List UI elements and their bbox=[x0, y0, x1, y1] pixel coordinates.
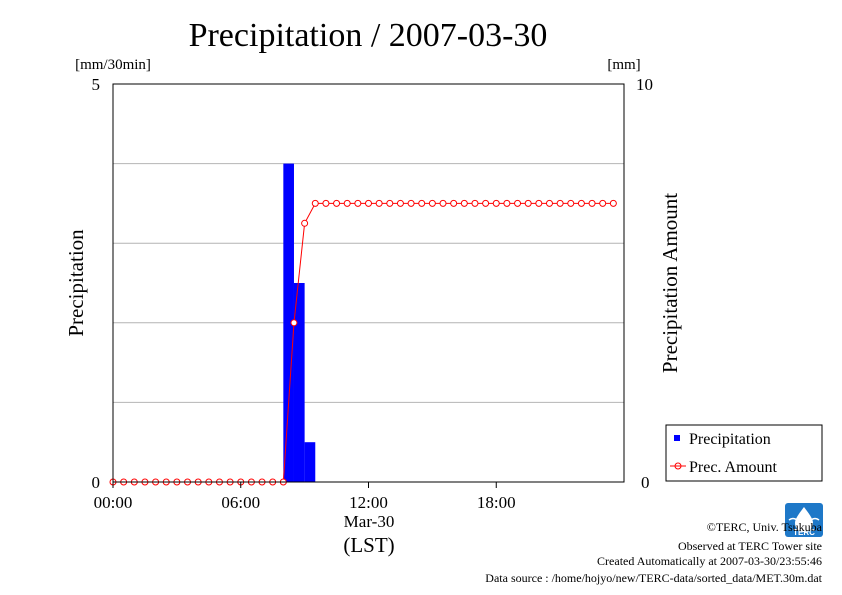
x-axis-timezone-label: (LST) bbox=[343, 533, 394, 557]
amount-point bbox=[577, 199, 585, 207]
amount-point bbox=[301, 219, 309, 227]
water-drop-icon bbox=[795, 507, 813, 532]
amount-point bbox=[343, 199, 351, 207]
y-right-tick-min: 0 bbox=[641, 473, 650, 492]
amount-point bbox=[545, 199, 553, 207]
amount-point bbox=[471, 199, 479, 207]
legend: Precipitation Prec. Amount bbox=[665, 424, 823, 482]
left-axis-unit: [mm/30min] bbox=[75, 57, 151, 73]
precipitation-bar bbox=[283, 163, 294, 482]
wave-icon bbox=[788, 517, 820, 521]
amount-point bbox=[354, 199, 362, 207]
amount-point bbox=[609, 199, 617, 207]
amount-point bbox=[418, 199, 426, 207]
amount-point bbox=[492, 199, 500, 207]
amount-point bbox=[514, 199, 522, 207]
terc-logo: TERC bbox=[785, 503, 823, 537]
amount-point bbox=[311, 199, 319, 207]
y-left-tick-max: 5 bbox=[92, 75, 101, 94]
y-left-tick-min: 0 bbox=[92, 473, 101, 492]
precipitation-bars bbox=[283, 163, 316, 482]
gridlines bbox=[113, 163, 624, 403]
x-axis-date-label: Mar-30 bbox=[344, 512, 395, 531]
precipitation-bar bbox=[293, 283, 305, 482]
footer-copyright: ©TERC, Univ. Tsukuba bbox=[707, 520, 823, 534]
x-tick-label: 06:00 bbox=[221, 493, 260, 512]
plot-area bbox=[109, 83, 625, 486]
plot-background bbox=[113, 84, 624, 482]
amount-point bbox=[439, 199, 447, 207]
chart-title: Precipitation / 2007-03-30 bbox=[189, 17, 548, 54]
amount-point bbox=[567, 199, 575, 207]
y-right-tick-max: 10 bbox=[636, 75, 653, 94]
legend-precipitation-label: Precipitation bbox=[689, 431, 771, 448]
amount-point bbox=[333, 199, 341, 207]
right-axis-unit: [mm] bbox=[607, 57, 640, 73]
legend-amount-label: Prec. Amount bbox=[689, 459, 778, 476]
amount-point bbox=[322, 199, 330, 207]
y-left-axis-label: Precipitation bbox=[64, 229, 88, 337]
footer-observed: Observed at TERC Tower site bbox=[678, 539, 822, 553]
footer-source: Data source : /home/hojyo/new/TERC-data/… bbox=[485, 571, 822, 585]
amount-point bbox=[386, 199, 394, 207]
amount-point bbox=[428, 199, 436, 207]
x-axis-ticks: 00:00 06:00 12:00 18:00 bbox=[94, 482, 516, 512]
amount-point bbox=[460, 199, 468, 207]
footer-created: Created Automatically at 2007-03-30/23:5… bbox=[597, 554, 822, 568]
precipitation-bar bbox=[304, 442, 316, 482]
x-tick-label: 18:00 bbox=[477, 493, 516, 512]
amount-point bbox=[524, 199, 532, 207]
amount-point bbox=[375, 199, 383, 207]
amount-point bbox=[482, 199, 490, 207]
x-tick-label: 00:00 bbox=[94, 493, 133, 512]
logo-text: TERC bbox=[793, 528, 815, 537]
amount-point bbox=[396, 199, 404, 207]
amount-point bbox=[556, 199, 564, 207]
y-right-axis-label: Precipitation Amount bbox=[658, 193, 682, 373]
amount-point bbox=[407, 199, 415, 207]
amount-point bbox=[588, 199, 596, 207]
legend-amount-marker bbox=[674, 462, 682, 470]
amount-point bbox=[290, 319, 298, 327]
x-tick-label: 12:00 bbox=[349, 493, 388, 512]
legend-box bbox=[665, 424, 823, 482]
amount-point bbox=[450, 199, 458, 207]
amount-point bbox=[535, 199, 543, 207]
amount-point bbox=[503, 199, 511, 207]
legend-precipitation-marker bbox=[674, 435, 680, 441]
amount-point bbox=[599, 199, 607, 207]
amount-point bbox=[365, 199, 372, 207]
